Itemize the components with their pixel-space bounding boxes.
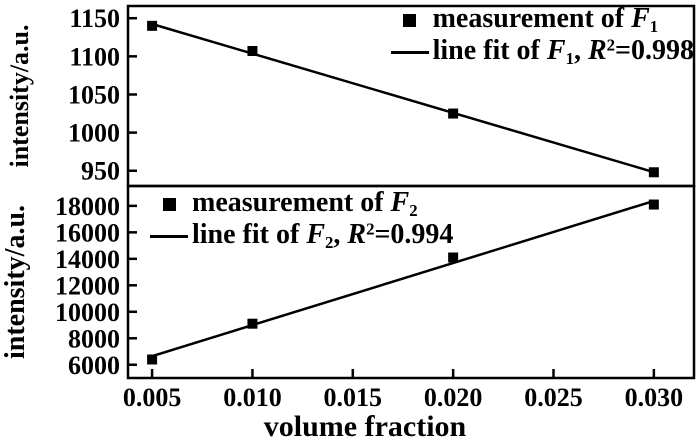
data-point [147,20,158,31]
y-tick-label: 1150 [69,4,120,33]
x-tick-label: 0.030 [625,383,684,412]
square-marker-icon [403,13,417,27]
legend-line-cell [387,50,433,54]
data-point [448,108,459,119]
legend-f1-measurement-row: measurement of F1 [387,2,659,37]
square-marker-icon [162,197,176,211]
y-tick-label: 1000 [68,119,120,148]
legend-f1-fit-label: line fit of F1, R2=0.998 [432,34,694,69]
legend-f1-measurement-label: measurement of F1 [432,2,659,37]
legend-f2: measurement of F2 line fit of F2, R2=0.9… [146,186,454,253]
y-tick-label: 16000 [55,218,120,247]
y-tick-label: 6000 [68,351,120,380]
legend-line-cell [146,234,192,238]
y-tick-label: 12000 [55,271,120,300]
line-sample-icon [150,234,188,238]
y-tick-label: 10000 [55,298,120,327]
panel-border [126,184,696,380]
x-tick-label: 0.025 [524,383,583,412]
data-point [648,167,659,178]
legend-marker-cell [146,197,192,211]
data-point [147,354,158,365]
y-tick-label: 8000 [68,324,120,353]
x-tick-label: 0.020 [424,383,483,412]
legend-f1: measurement of F1 line fit of F1, R2=0.9… [387,2,694,69]
y-tick-label: 1100 [69,42,120,71]
y-tick-label: 1050 [68,80,120,109]
line-sample-icon [390,50,429,54]
legend-f1-fit-row: line fit of F1, R2=0.998 [387,34,694,69]
data-point [648,199,659,210]
legend-f2-measurement-label: measurement of F2 [192,186,418,221]
data-point [247,318,258,329]
x-axis-label: volume fraction [263,410,467,443]
y-tick-label: 950 [81,157,120,186]
legend-f2-fit-label: line fit of F2, R2=0.994 [192,218,454,253]
y-tick-label: 18000 [55,192,120,221]
x-tick-label: 0.015 [324,383,383,412]
fit-line [151,22,655,174]
y-tick-label: 14000 [55,245,120,274]
data-point [247,46,258,56]
y-axis-label-top: intensity/a.u. [5,24,34,168]
legend-marker-cell [387,13,433,27]
x-tick-label: 0.005 [123,383,182,412]
legend-f2-fit-row: line fit of F2, R2=0.994 [146,218,454,253]
data-point [448,252,459,263]
y-axis-label-bottom: intensity/a.u. [0,204,31,360]
x-tick-label: 0.010 [223,383,282,412]
legend-f2-measurement-row: measurement of F2 [146,186,418,221]
fit-line [151,199,655,358]
